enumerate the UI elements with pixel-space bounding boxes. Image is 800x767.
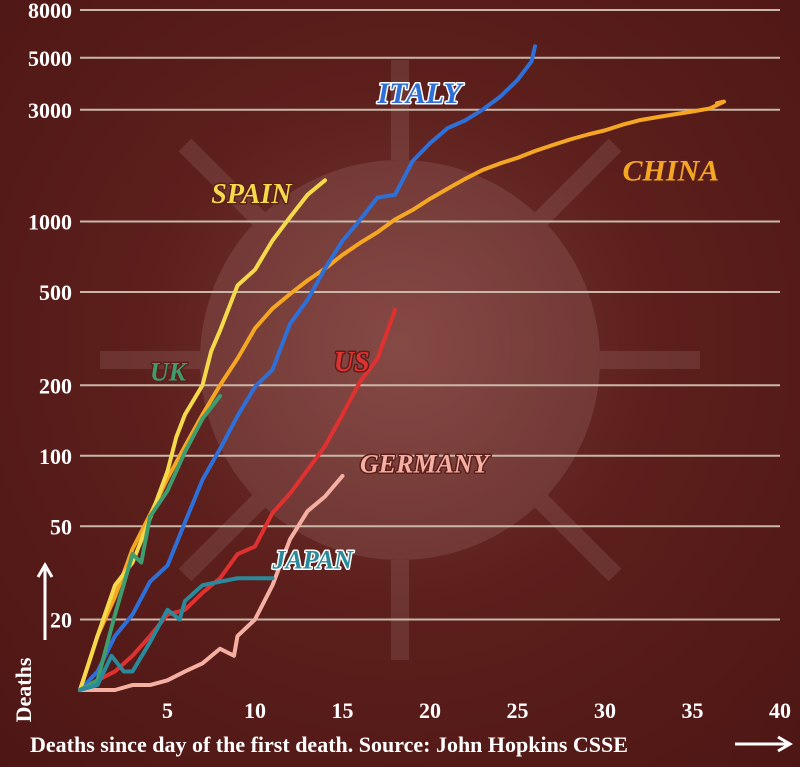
- svg-text:500: 500: [39, 280, 72, 305]
- svg-text:25: 25: [507, 698, 529, 723]
- svg-text:100: 100: [39, 444, 72, 469]
- svg-text:10: 10: [244, 698, 266, 723]
- label-japan: JAPAN: [272, 546, 355, 575]
- svg-text:30: 30: [594, 698, 616, 723]
- label-us: US: [334, 347, 370, 378]
- label-china: CHINA: [623, 154, 720, 187]
- svg-text:3000: 3000: [28, 98, 72, 123]
- svg-text:50: 50: [50, 514, 72, 539]
- svg-text:5000: 5000: [28, 46, 72, 71]
- svg-text:5: 5: [162, 698, 173, 723]
- y-axis-label: Deaths: [11, 657, 36, 722]
- svg-text:40: 40: [769, 698, 791, 723]
- svg-text:35: 35: [682, 698, 704, 723]
- svg-text:200: 200: [39, 373, 72, 398]
- label-germany: GERMANY: [360, 449, 491, 478]
- svg-text:1000: 1000: [28, 210, 72, 235]
- svg-text:20: 20: [50, 607, 72, 632]
- x-axis-label: Deaths since day of the first death. Sou…: [30, 732, 628, 757]
- series-china: [80, 102, 724, 690]
- svg-text:15: 15: [332, 698, 354, 723]
- label-uk: UK: [150, 357, 188, 386]
- label-italy: ITALY: [377, 77, 465, 110]
- svg-text:8000: 8000: [28, 0, 72, 23]
- plot-svg: 20 50 100 200 500 1000 3000 5000 8000 5 10 15 20 25 30…: [0, 0, 800, 767]
- deaths-chart: 20 50 100 200 500 1000 3000 5000 8000 5 10 15 20 25 30…: [0, 0, 800, 767]
- svg-text:20: 20: [419, 698, 441, 723]
- x-axis-arrow-icon: [735, 737, 790, 751]
- label-spain: SPAIN: [211, 179, 293, 210]
- series-italy: [80, 46, 535, 690]
